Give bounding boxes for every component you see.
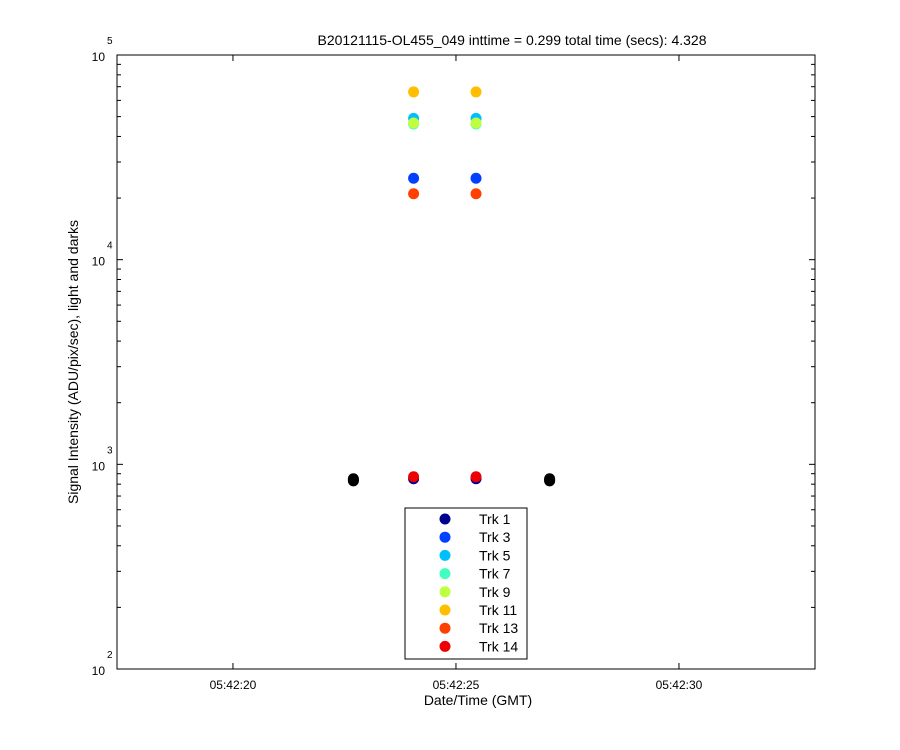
dark-point: [347, 474, 359, 486]
y-axis-label: Signal Intensity (ADU/pix/sec), light an…: [65, 220, 81, 504]
legend-marker-trk-3: [439, 531, 451, 543]
legend-label-trk-3: Trk 3: [479, 529, 511, 545]
legend-label-trk-5: Trk 5: [479, 547, 511, 563]
legend-marker-trk-1: [439, 513, 451, 525]
trk-13-point: [470, 188, 482, 200]
trk-3-point: [470, 172, 482, 184]
y-tick-base: 10: [92, 459, 106, 473]
trk-11-point: [408, 86, 420, 98]
data-points: [347, 86, 556, 487]
dark-point: [544, 474, 556, 486]
y-tick-base: 10: [92, 664, 106, 678]
legend-marker-trk-7: [439, 568, 451, 580]
y-tick-exponent: 5: [107, 36, 113, 47]
trk-13-point: [408, 188, 420, 200]
x-tick-label: 05:42:20: [210, 678, 257, 692]
trk-11-point: [470, 86, 482, 98]
legend-marker-trk-13: [439, 622, 451, 634]
x-tick-label: 05:42:30: [656, 678, 703, 692]
x-axis-label: Date/Time (GMT): [424, 692, 532, 708]
trk-3-point: [408, 172, 420, 184]
trk-9-point: [408, 117, 420, 129]
x-tick-labels: 05:42:20 05:42:25 05:42:30: [210, 678, 703, 692]
x-tick-label: 05:42:25: [433, 678, 480, 692]
y-tick-exponent: 4: [107, 241, 113, 252]
legend-label-trk-13: Trk 13: [479, 620, 518, 636]
legend-label-trk-14: Trk 14: [479, 638, 518, 654]
trk-14-point: [408, 471, 420, 483]
y-tick-base: 10: [92, 255, 106, 269]
trk-9-point: [470, 117, 482, 129]
legend: Trk 1 Trk 3 Trk 5 Trk 7 Trk 9 Trk 11 Trk 13 Trk…: [404, 507, 528, 660]
legend-label-trk-11: Trk 11: [479, 602, 517, 618]
legend-marker-trk-9: [439, 586, 451, 598]
legend-label-trk-1: Trk 1: [479, 511, 511, 527]
axis-ticks: [117, 54, 815, 670]
legend-marker-trk-11: [439, 604, 451, 616]
y-tick-exponent: 2: [107, 650, 113, 661]
legend-box: [404, 507, 528, 660]
legend-marker-trk-14: [439, 640, 451, 652]
y-tick-exponent: 3: [107, 445, 113, 456]
trk-14-point: [470, 471, 482, 483]
legend-marker-trk-5: [439, 549, 451, 561]
legend-label-trk-9: Trk 9: [479, 584, 511, 600]
chart-title: B20121115-OL455_049 inttime = 0.299 tota…: [317, 32, 706, 48]
legend-label-trk-7: Trk 7: [479, 566, 511, 582]
y-tick-base: 10: [92, 50, 106, 64]
